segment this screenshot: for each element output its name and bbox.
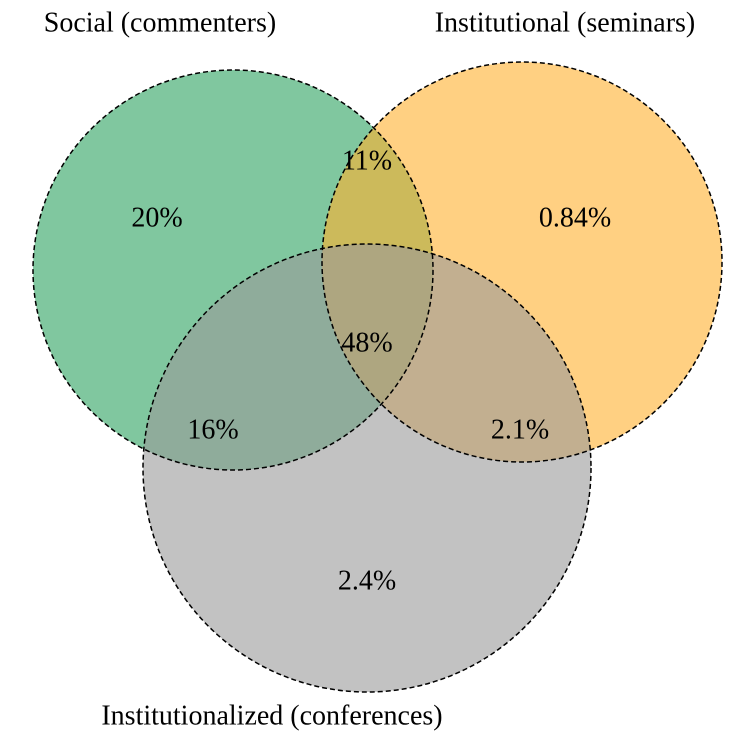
set-label: Institutional (seminars) — [435, 7, 696, 38]
region-label: 20% — [131, 202, 182, 233]
region-label: 0.84% — [539, 202, 611, 233]
region-label: 2.4% — [338, 565, 396, 596]
set-label: Institutionalized (conferences) — [101, 700, 442, 731]
set-label: Social (commenters) — [44, 7, 276, 38]
region-label: 16% — [187, 414, 238, 445]
set-outline — [142, 243, 592, 693]
set-circle — [143, 244, 591, 692]
region-label: 11% — [342, 145, 392, 176]
set-outline — [32, 69, 434, 471]
region-label: 48% — [341, 327, 392, 358]
set-outline — [321, 61, 723, 463]
region-label: 2.1% — [491, 414, 549, 445]
